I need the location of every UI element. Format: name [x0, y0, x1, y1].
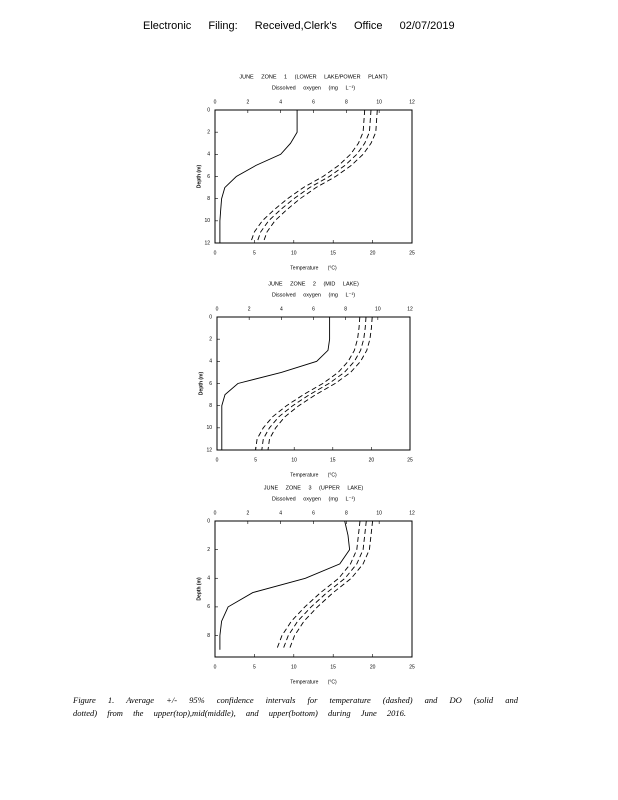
top-axis-label: Dissolved oxygen (mg L⁻¹) [272, 496, 355, 502]
x2-tick-label: 8 [344, 306, 347, 312]
chart-title: JUNE ZONE 2 (MID LAKE) [268, 281, 359, 287]
x2-tick-label: 12 [409, 510, 415, 516]
x2-tick-label: 8 [345, 510, 348, 516]
x-tick-label: 25 [409, 250, 415, 256]
x2-tick-label: 6 [312, 99, 315, 105]
x-tick-label: 15 [330, 250, 336, 256]
y-tick-label: 8 [207, 633, 210, 639]
y-tick-label: 2 [207, 547, 210, 553]
y-tick-label: 0 [209, 314, 212, 320]
figure: JUNE ZONE 1 (LOWER LAKE/POWER PLANT) Diss… [196, 74, 415, 685]
profile-line [219, 520, 351, 650]
x2-tick-label: 2 [246, 510, 249, 516]
x-axis-label: Temperature (°C) [290, 472, 337, 478]
y-tick-label: 6 [207, 174, 210, 180]
y-tick-label: 4 [209, 359, 212, 365]
profile-line [282, 520, 367, 650]
x2-tick-label: 10 [376, 99, 382, 105]
x2-tick-label: 2 [248, 306, 251, 312]
x2-tick-label: 0 [216, 306, 219, 312]
plot-frame [214, 109, 413, 244]
top-axis-label: Dissolved oxygen (mg L⁻¹) [272, 85, 355, 91]
plot-frame [214, 520, 413, 658]
x-tick-label: 15 [330, 664, 336, 670]
y-tick-label: 4 [207, 152, 210, 158]
x-tick-label: 0 [214, 664, 217, 670]
x-tick-label: 5 [254, 457, 257, 463]
y-tick-label: 10 [204, 218, 210, 224]
y-tick-label: 12 [206, 447, 212, 453]
profile-line [261, 316, 367, 451]
x2-tick-label: 8 [345, 99, 348, 105]
profile-line [288, 520, 374, 650]
x-tick-label: 20 [369, 457, 375, 463]
y-axis-label: Depth (m) [196, 165, 202, 189]
y-tick-label: 0 [207, 518, 210, 524]
profile-line [221, 317, 331, 450]
x2-tick-label: 4 [279, 99, 282, 105]
x2-tick-label: 4 [280, 306, 283, 312]
x-tick-label: 20 [370, 664, 376, 670]
y-tick-label: 6 [207, 604, 210, 610]
x-tick-label: 25 [409, 664, 415, 670]
profile-line [255, 316, 361, 451]
profile-line [256, 109, 372, 244]
x2-tick-label: 0 [214, 99, 217, 105]
x2-tick-label: 6 [312, 306, 315, 312]
x2-tick-label: 2 [246, 99, 249, 105]
y-tick-label: 12 [204, 240, 210, 246]
x-tick-label: 20 [370, 250, 376, 256]
y-tick-label: 2 [209, 336, 212, 342]
profile-line [262, 109, 378, 244]
y-tick-label: 0 [207, 107, 210, 113]
x2-tick-label: 4 [279, 510, 282, 516]
profile-line [267, 316, 373, 451]
profile-line [276, 520, 361, 650]
x-tick-label: 15 [330, 457, 336, 463]
x2-tick-label: 12 [407, 306, 413, 312]
y-axis-label: Depth (m) [196, 577, 202, 601]
header: Electronic Filing: Received,Clerk's Offi… [143, 20, 455, 32]
chart-title: JUNE ZONE 1 (LOWER LAKE/POWER PLANT) [239, 74, 387, 80]
y-tick-label: 8 [209, 403, 212, 409]
y-tick-label: 2 [207, 129, 210, 135]
x-tick-label: 10 [291, 664, 297, 670]
x-tick-label: 0 [216, 457, 219, 463]
y-axis-label: Depth (m) [198, 372, 204, 396]
x-tick-label: 5 [253, 250, 256, 256]
x-tick-label: 10 [291, 457, 297, 463]
plot-frame [216, 316, 411, 451]
x2-tick-label: 10 [376, 510, 382, 516]
profile-line [219, 110, 298, 243]
x-tick-label: 0 [214, 250, 217, 256]
x-tick-label: 5 [253, 664, 256, 670]
profile-line [250, 109, 366, 244]
y-tick-label: 8 [207, 196, 210, 202]
x-axis-label: Temperature (°C) [290, 265, 337, 271]
x-tick-label: 10 [291, 250, 297, 256]
x2-tick-label: 6 [312, 510, 315, 516]
x2-tick-label: 12 [409, 99, 415, 105]
x2-tick-label: 10 [375, 306, 381, 312]
x-tick-label: 25 [407, 457, 413, 463]
x2-tick-label: 0 [214, 510, 217, 516]
y-tick-label: 4 [207, 576, 210, 582]
caption: Figure 1. Average +/- 95% confidence int… [73, 695, 518, 718]
y-tick-label: 10 [206, 425, 212, 431]
y-tick-label: 6 [209, 381, 212, 387]
x-axis-label: Temperature (°C) [290, 679, 337, 685]
chart-title: JUNE ZONE 3 (UPPER LAKE) [264, 485, 364, 491]
top-axis-label: Dissolved oxygen (mg L⁻¹) [272, 292, 355, 298]
